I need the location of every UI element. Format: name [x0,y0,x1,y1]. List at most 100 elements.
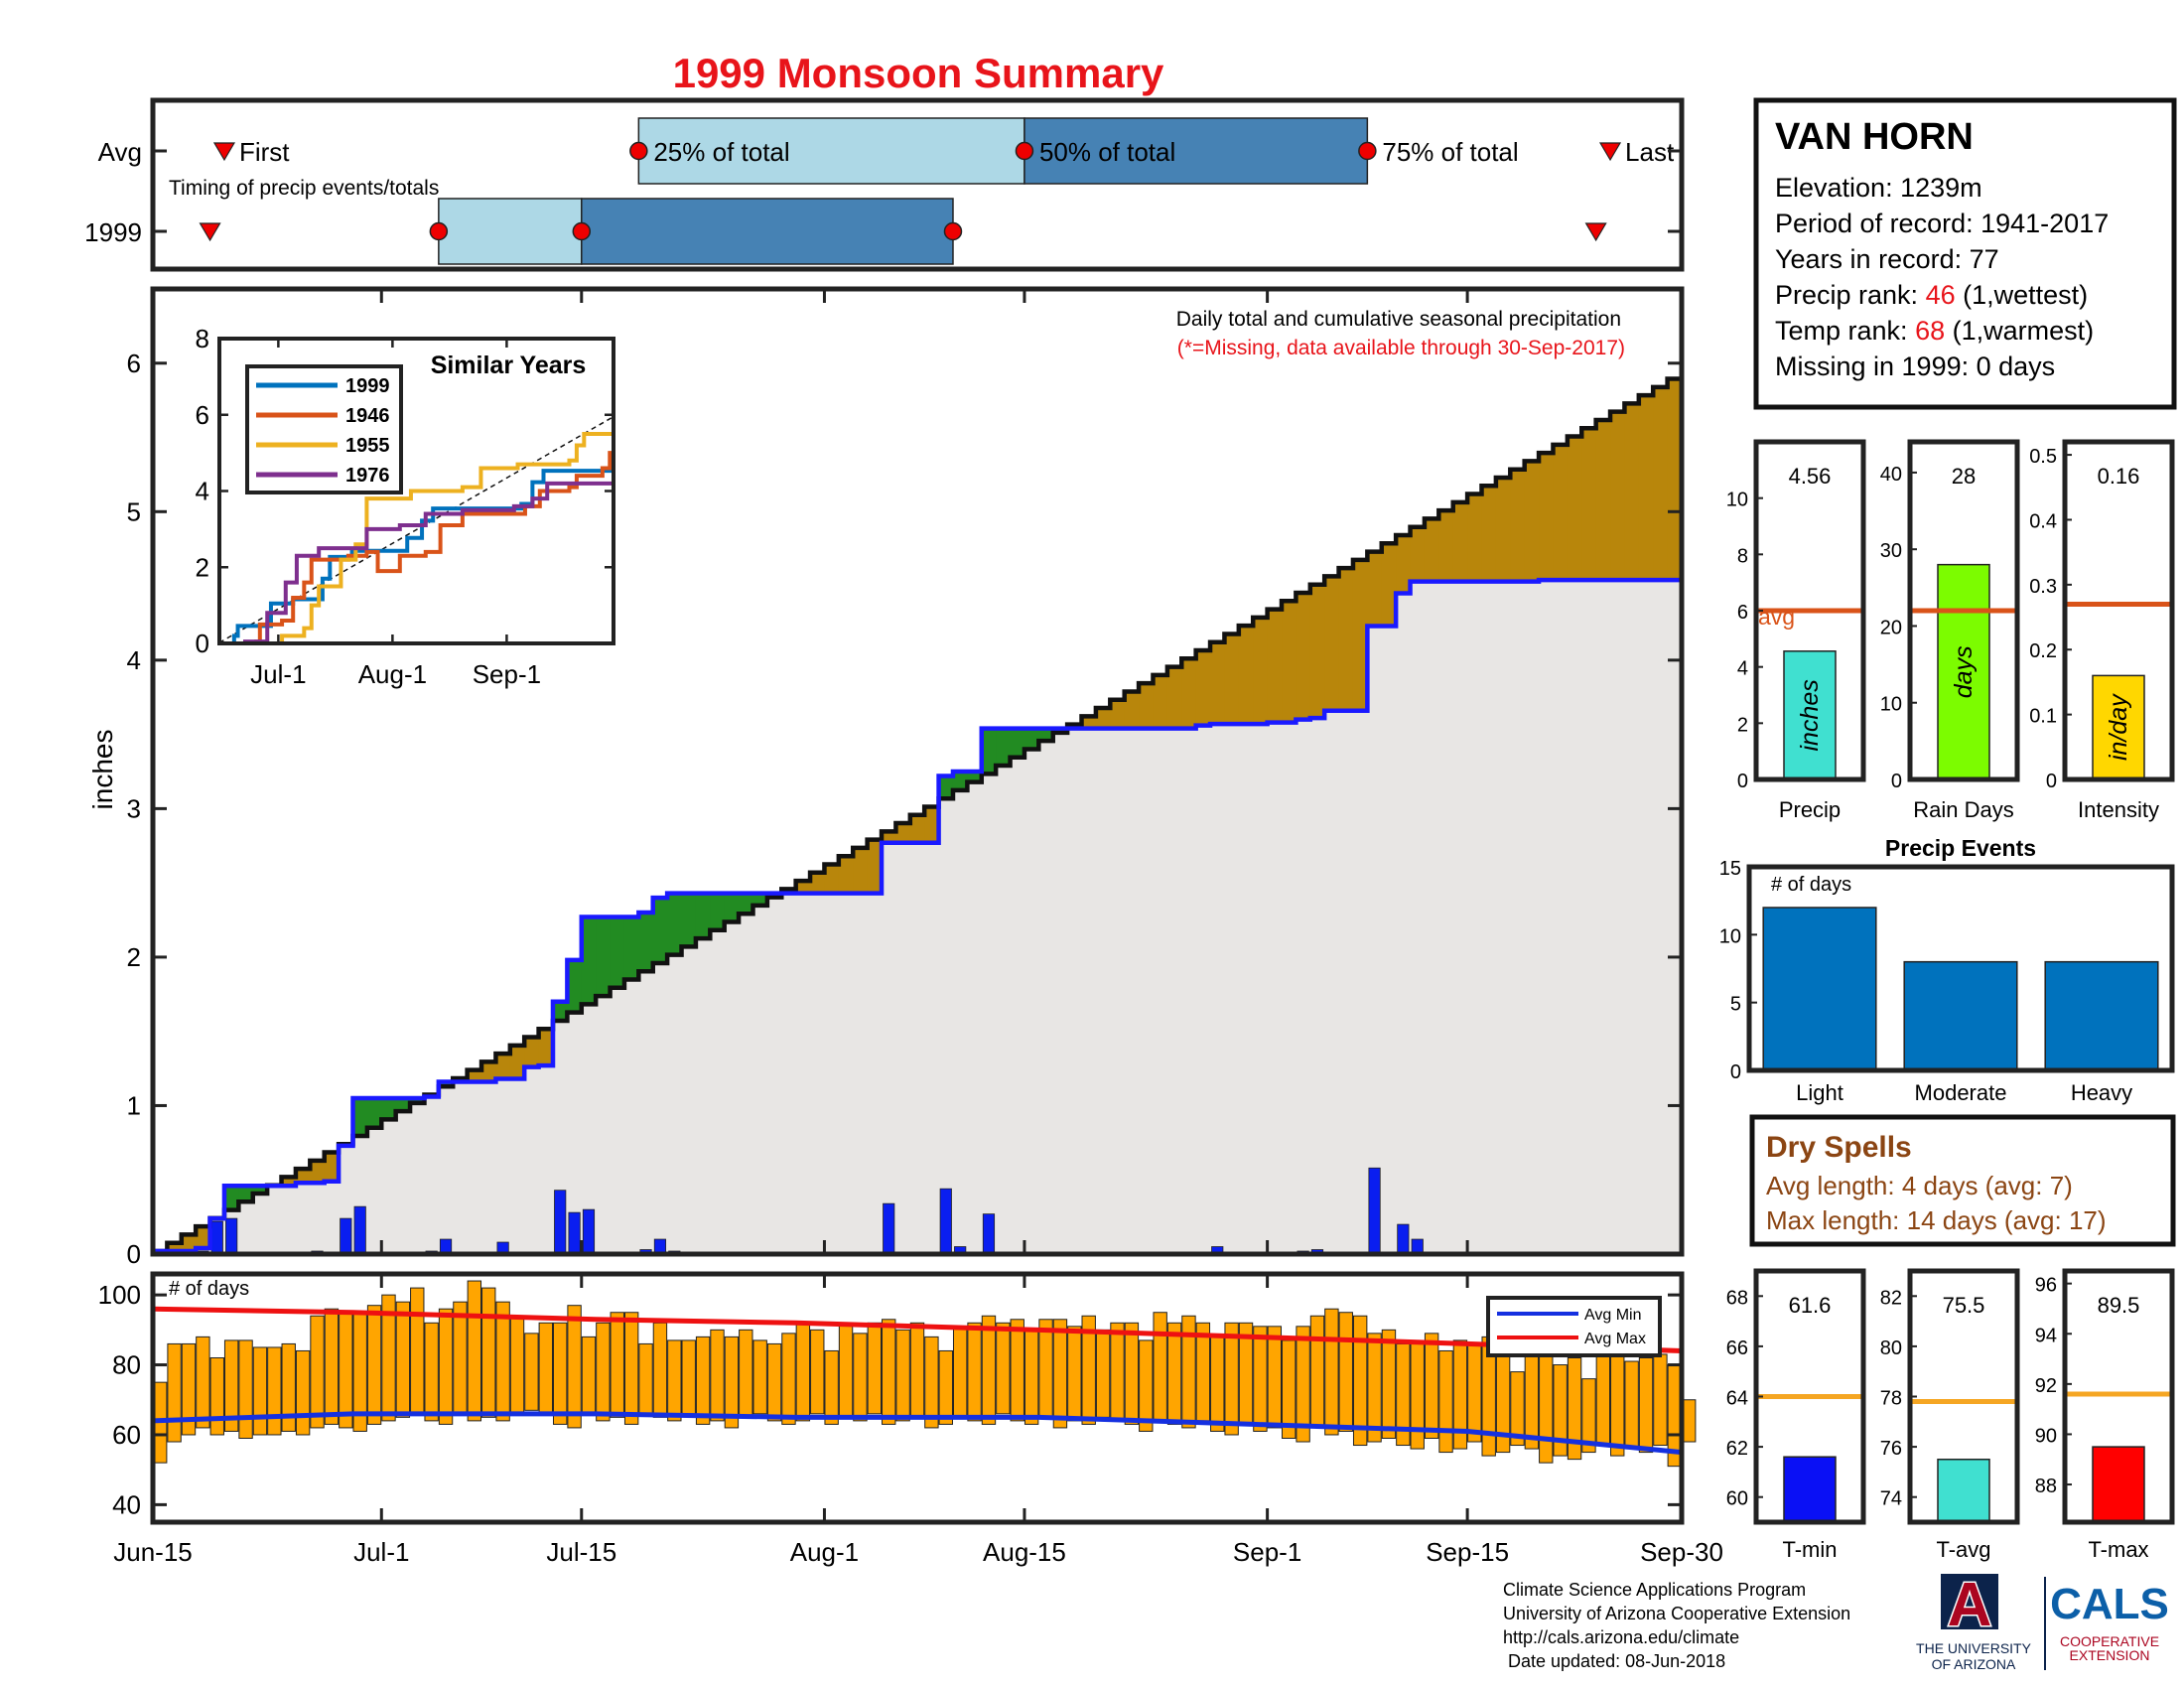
daily-temp-bar [810,1329,825,1415]
daily-temp-bar [1595,1349,1611,1447]
daily-temp-bar [1553,1364,1568,1457]
dry-spells-title: Dry Spells [1766,1131,1912,1164]
stats_intensity-bar [2092,674,2145,780]
daily-precip-bar [1397,1223,1410,1255]
below-average-fill [1595,419,1611,581]
stats_raindays-y-tick-label: 20 [1880,617,1902,638]
inset-x-tick-label: Aug-1 [358,659,427,689]
daily-temp-bar [467,1280,482,1422]
daily-temp-bar [967,1322,982,1422]
cumulative-base-area [153,577,1682,1254]
x-tick-label: Sep-15 [1426,1537,1509,1567]
main-axes: 0 1 2 3 4 5 6 Jun-15 Jul-1 Jul-15 Aug-1 Aug-15 Sep-1… [113,289,1723,1567]
average-cumulative-line [153,370,1685,1254]
timing-panel: Avg 1999 Timing of precip events/totals … [84,97,1685,272]
below-average-fill [1210,641,1226,725]
above-average-fill [967,772,983,782]
x-tick-label: Jul-15 [546,1537,616,1567]
above-average-fill [996,728,1012,767]
below-average-fill [1309,584,1325,719]
events-y-tick-label: 15 [1719,858,1741,880]
station-period: Period of record: 1941-2017 [1775,209,2109,238]
inset-legend-label-1976: 1976 [345,465,390,487]
precip-rank-prefix: Precip rank: [1775,280,1926,310]
events-bar-light [1762,907,1877,1071]
daily-temp-bar [509,1315,525,1415]
daily-temp-bar [853,1333,868,1422]
station-years: Years in record: 77 [1775,244,1999,274]
station-elevation: Elevation: 1239m [1775,173,1982,203]
stats_precip-y-tick-label: 6 [1737,602,1748,624]
daily-precip-bar [982,1213,996,1255]
timing-avg-p75-label: 75% of total [1382,137,1518,167]
inset-y-tick-label: 6 [196,400,209,430]
stats_tmin-y-tick-label: 68 [1726,1287,1748,1309]
daily-temp-bar [795,1322,811,1422]
daily-temp-bar [267,1346,282,1436]
timing-year-last-marker [1584,222,1607,242]
timing-avg-p25-marker [629,141,648,161]
main-y-axis-label: inches [87,730,118,810]
below-average-fill [1510,469,1526,582]
events-y-tick-label: 10 [1719,925,1741,947]
x-tick-label: Aug-1 [790,1537,859,1567]
timing-avg-box-50-75 [1024,117,1369,185]
stats_precip-bar-text: inches [1796,679,1824,751]
daily-temp-bar [238,1339,253,1439]
university-of-arizona-logo: A THE UNIVERSITY OF ARIZONA [1916,1570,2032,1673]
timing-year-p50-marker [572,221,592,241]
above-average-fill [695,893,711,939]
stats_raindays-x-label: Rain Days [1913,797,2013,822]
daily-temp-bar [710,1329,725,1422]
stats_raindays-y-tick-label: 30 [1880,540,1902,562]
above-average-fill [681,893,697,947]
above-average-fill [623,916,639,980]
temp-y-tick-label: 40 [112,1489,141,1519]
below-average-fill [524,1037,540,1067]
dry-spells-frame [1749,1114,2176,1247]
timing-year-p25-marker [429,221,449,241]
stats_tavg-bar [1937,1459,1990,1523]
stats_raindays-frame [1907,439,2020,782]
below-average-fill [1195,650,1211,726]
below-average-fill [1396,534,1412,594]
stats_intensity-y-tick-label: 0.5 [2029,446,2057,468]
below-average-fill [882,831,897,843]
below-average-fill [1296,593,1311,720]
daily-temp-bar [1410,1342,1425,1450]
daily-temp-bar [667,1339,682,1422]
stats_tmax-y-tick-label: 90 [2035,1425,2057,1447]
below-average-fill [795,881,811,894]
timing-year-box-50-75 [581,198,954,265]
above-average-fill [223,1186,239,1210]
daily-temp-bar [996,1322,1011,1415]
daily-temp-bar [1110,1322,1125,1422]
footer-line-2: University of Arizona Cooperative Extens… [1503,1604,1850,1623]
below-average-fill [167,1242,183,1252]
below-average-fill [1638,395,1654,581]
temp-plot-area [152,1280,1697,1468]
daily-temp-bar [1024,1329,1039,1425]
timing-row-label-avg: Avg [98,137,142,167]
dry-spells-max-length: Max length: 14 days (avg: 17) [1766,1205,2107,1235]
precip-events-panel: Precip Events Light Moderate Heavy 0 5 10 15 #… [1719,835,2175,1105]
above-average-fill [410,1097,426,1103]
below-average-fill [1139,683,1155,729]
temp-legend-frame [1486,1296,1662,1357]
stats_tavg-y-tick-label: 78 [1880,1388,1902,1410]
daily-temp-bar [538,1322,553,1415]
below-average-fill [538,1029,554,1066]
below-average-fill [295,1169,311,1184]
inset-y-tick-label: 0 [196,629,209,658]
station-info-box: VAN HORN Elevation: 1239m Period of reco… [1753,97,2177,410]
daily-temp-bar [252,1346,268,1436]
station-precip-rank: Precip rank: 46 (1,wettest) [1775,280,2088,310]
daily-temp-bar [1081,1315,1096,1425]
above-average-fill [596,916,612,997]
daily-temp-bar [524,1333,539,1411]
daily-precip-bar [939,1188,952,1255]
ua-logo-block-outer [1941,1574,1998,1629]
precip-rank-value: 46 [1926,280,1956,310]
below-average-fill [1624,403,1640,581]
x-tick-label: Aug-15 [983,1537,1066,1567]
